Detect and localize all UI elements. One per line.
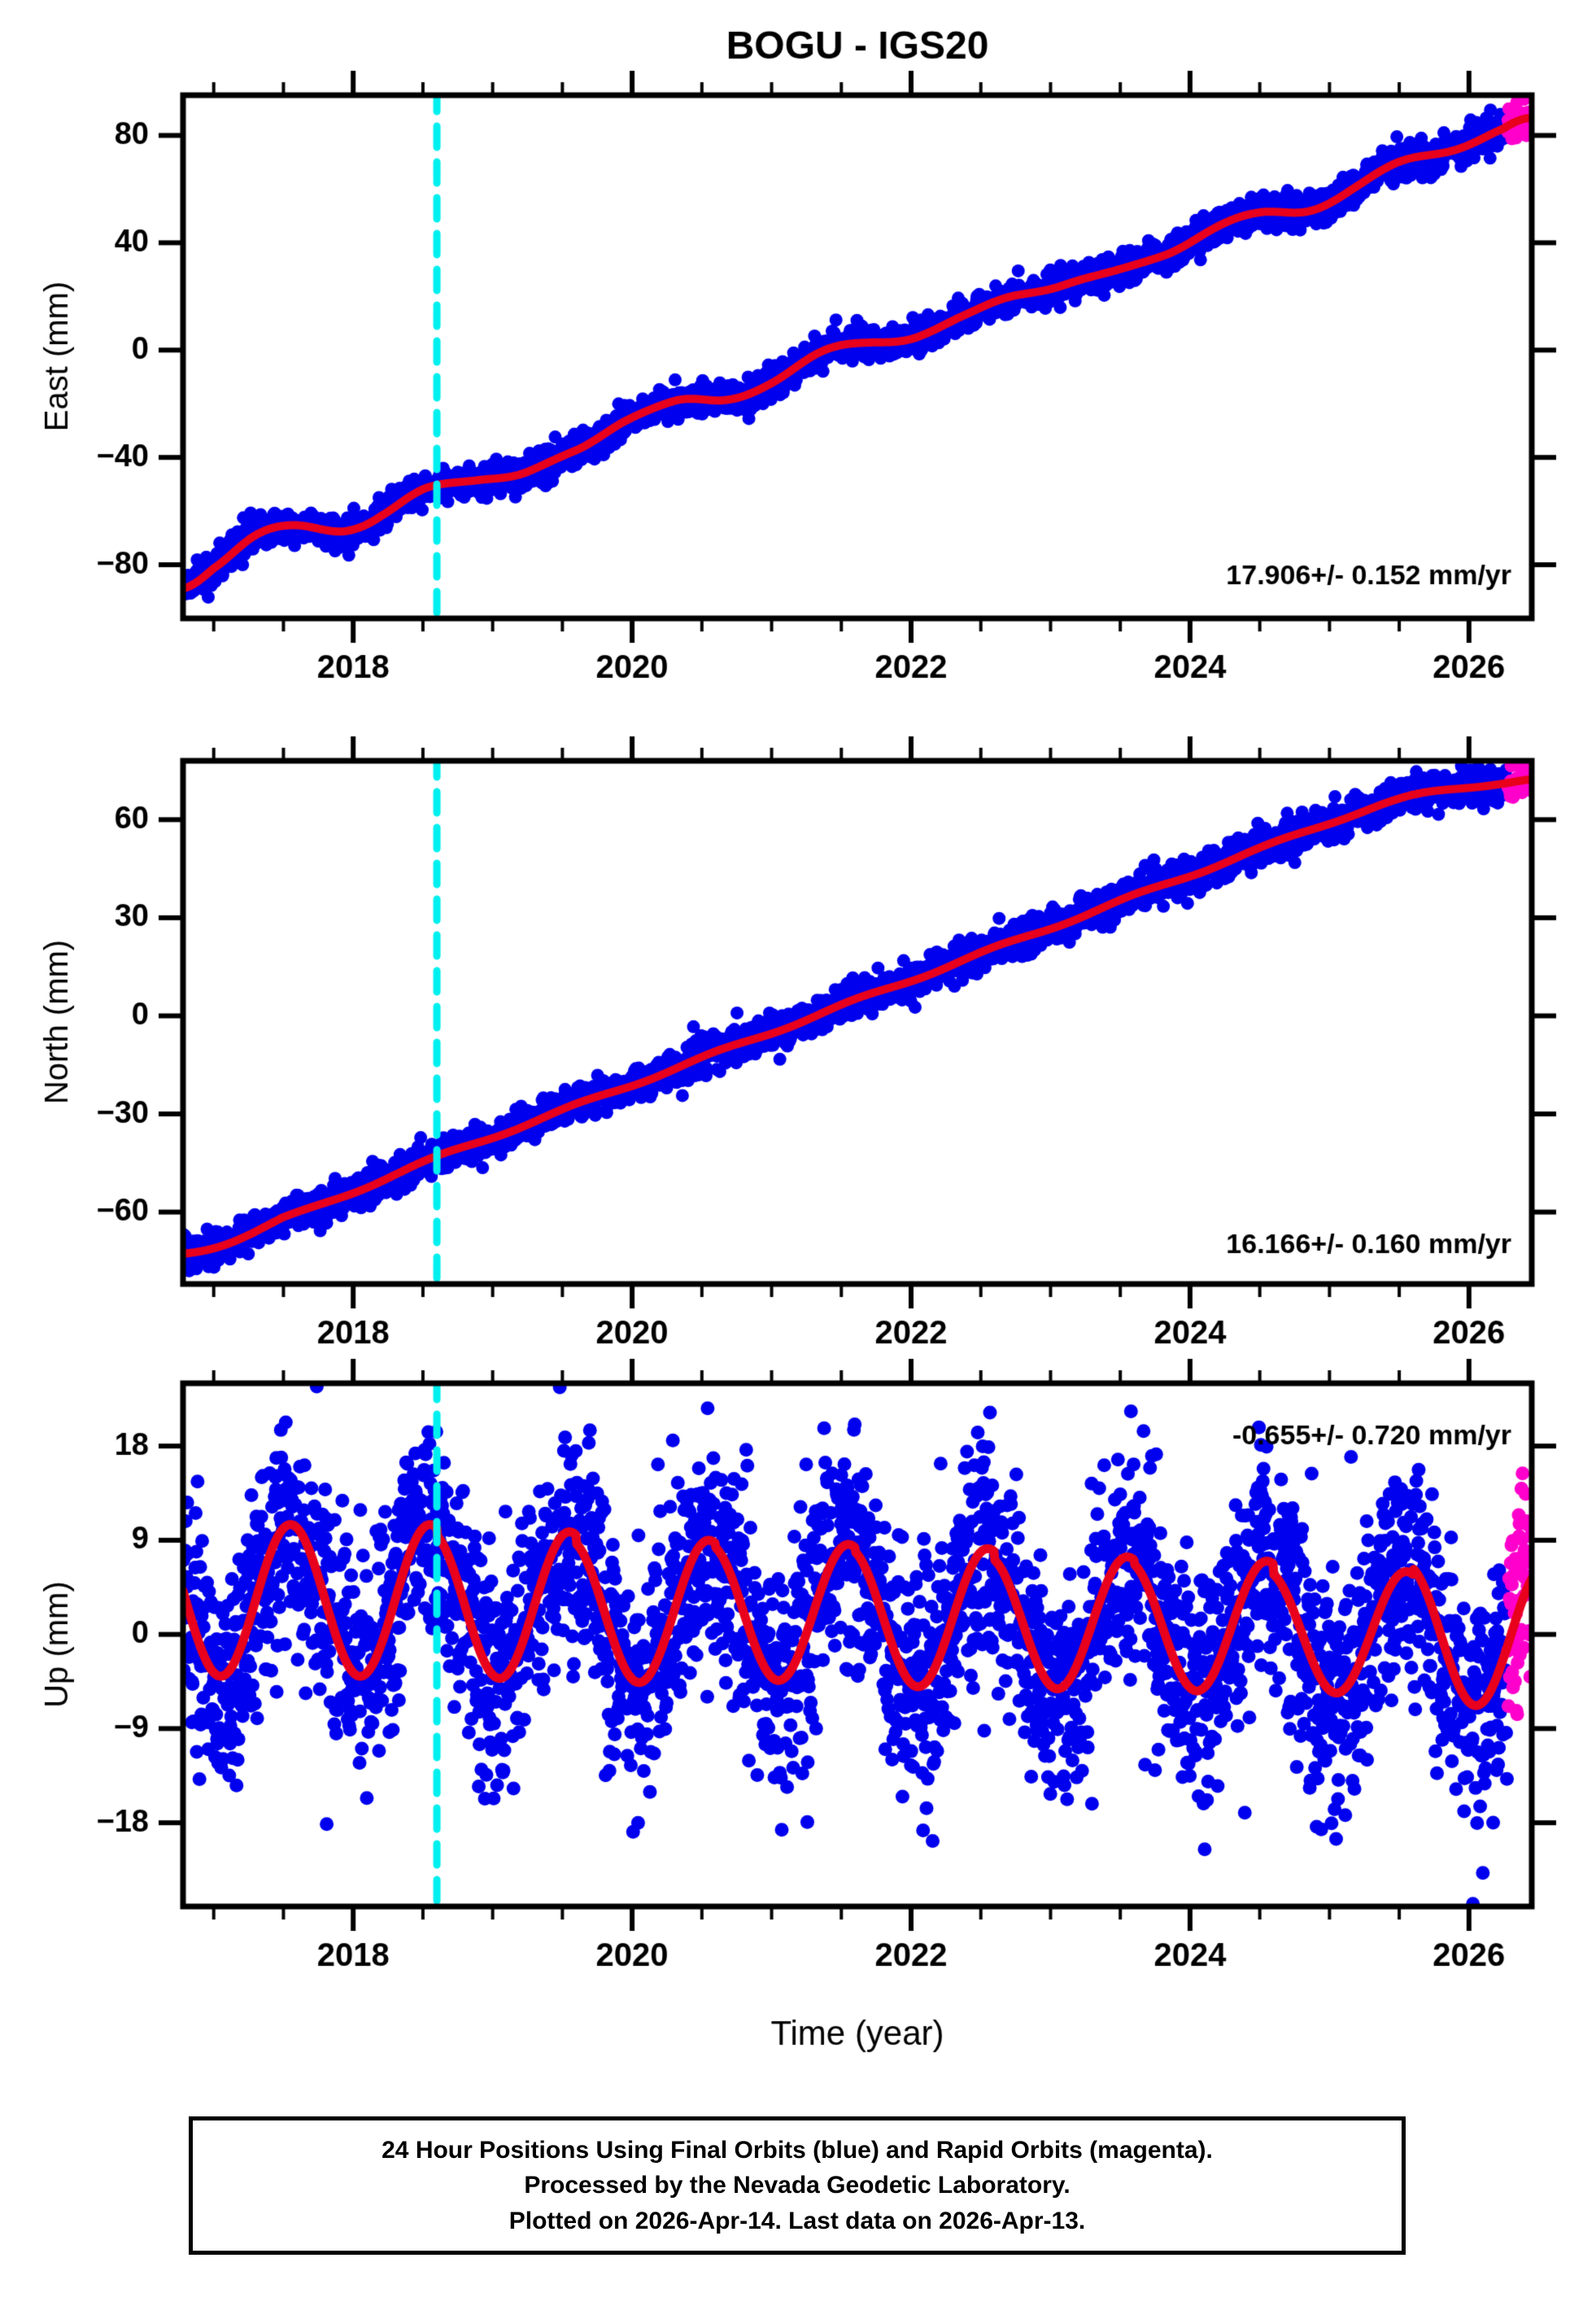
footer-note-box: 24 Hour Positions Using Final Orbits (bl… [189,2116,1406,2255]
footer-line-3: Plotted on 2026-Apr-14. Last data on 202… [508,2207,1086,2234]
footer-line-1: 24 Hour Positions Using Final Orbits (bl… [382,2136,1213,2164]
footer-line-2: Processed by the Nevada Geodetic Laborat… [524,2172,1071,2199]
